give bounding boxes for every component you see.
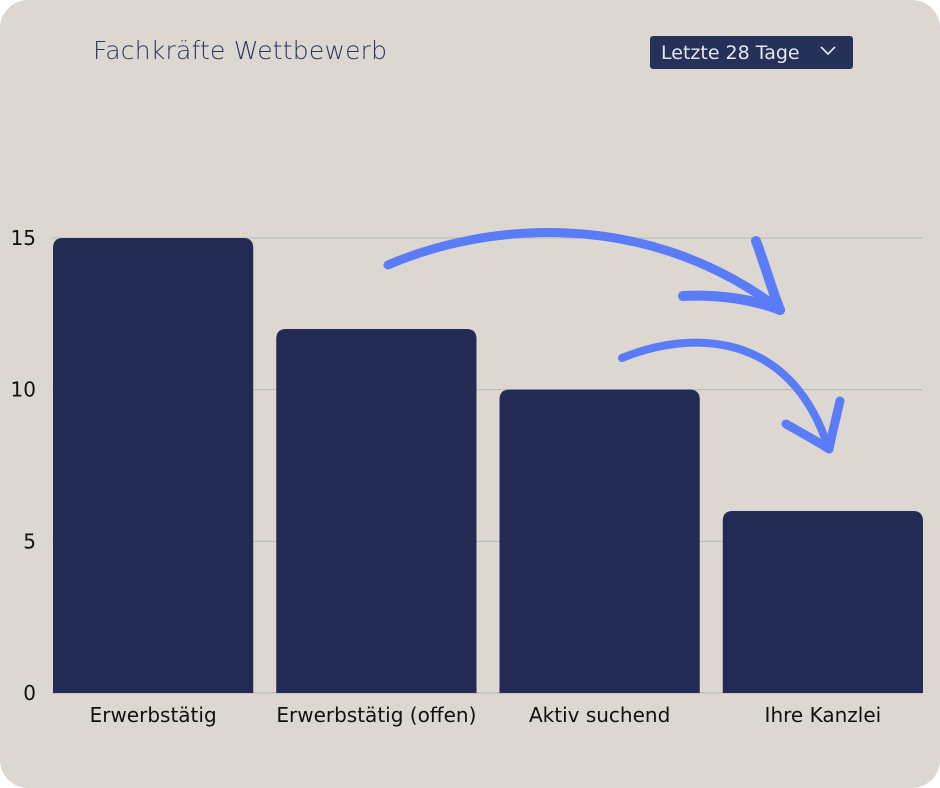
chart-title: Fachkräfte Wettbewerb: [93, 36, 388, 65]
x-category-label: Erwerbstätig (offen): [276, 703, 476, 727]
bar: [276, 329, 477, 693]
bar: [499, 389, 700, 693]
y-tick-label: 10: [11, 378, 36, 402]
bar: [722, 511, 923, 693]
date-range-value: Letzte 28 Tage: [661, 41, 800, 64]
bar: [53, 238, 254, 693]
y-tick-label: 15: [11, 226, 36, 250]
x-category-label: Ihre Kanzlei: [765, 703, 882, 727]
x-category-label: Erwerbstätig: [90, 703, 217, 727]
trend-arrow-2: [618, 338, 845, 454]
chevron-down-icon: [820, 46, 836, 56]
x-category-label: Aktiv suchend: [529, 703, 670, 727]
y-tick-label: 0: [23, 681, 36, 705]
trend-arrow-1: [383, 228, 785, 315]
date-range-dropdown[interactable]: Letzte 28 Tage: [650, 36, 853, 69]
y-tick-label: 5: [23, 529, 36, 553]
